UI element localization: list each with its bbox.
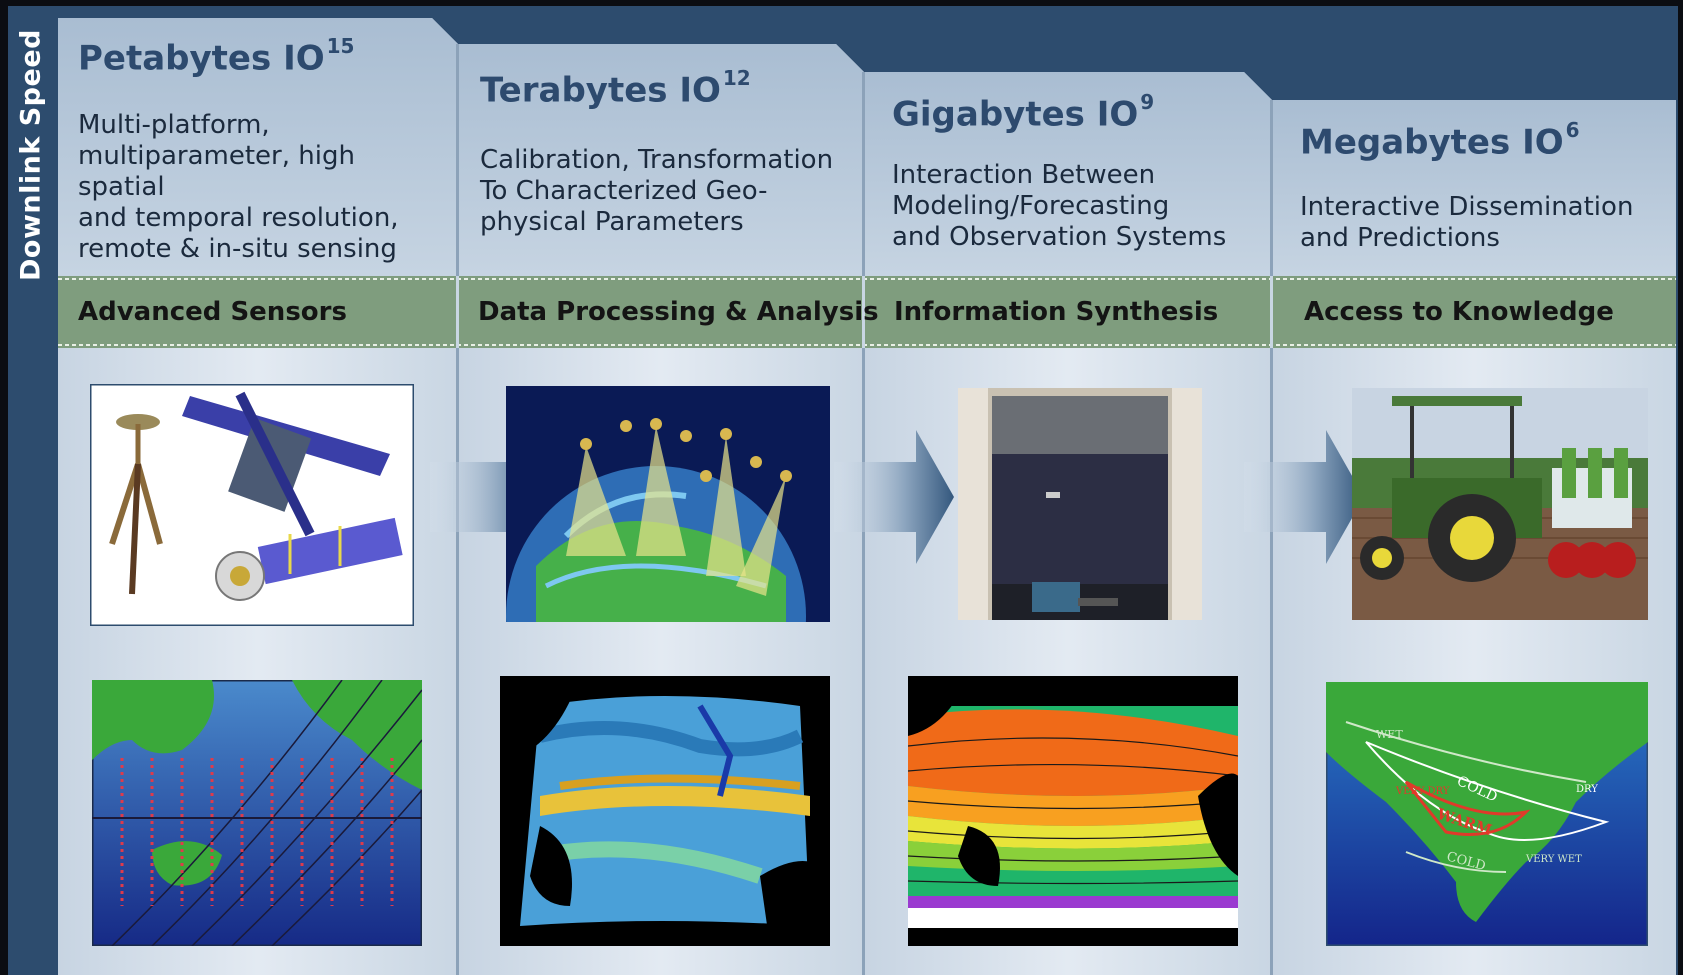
ocean-data-map: [500, 676, 830, 946]
map-label-wet: WET: [1376, 728, 1403, 741]
supercomputer-image: [958, 388, 1202, 620]
stage-exponent: 9: [1140, 90, 1155, 114]
satellite-constellation-image: [506, 386, 830, 622]
climate-forecast-map: COLD WARM COLD WET VERY DRY DRY VERY WET: [1326, 682, 1648, 946]
stage-description: Interactive Dissemination and Prediction…: [1300, 192, 1634, 253]
band-label-data-processing: Data Processing & Analysis: [478, 297, 879, 327]
stage-description: Calibration, Transformation To Character…: [480, 145, 834, 237]
temperature-model-map: [908, 676, 1238, 946]
stage-exponent: 12: [722, 66, 751, 90]
downlink-speed-label: Downlink Speed: [8, 29, 54, 281]
band-label-access-to-knowledge: Access to Knowledge: [1304, 297, 1614, 327]
stage-band: [58, 276, 1676, 348]
map-label-very-dry: VERY DRY: [1395, 786, 1450, 797]
flow-arrow-3: [1244, 430, 1364, 564]
stage-exponent: 6: [1565, 118, 1580, 142]
stage-title: Petabytes IO 15: [78, 34, 355, 79]
flow-arrow-2: [834, 430, 954, 564]
stage-title: Gigabytes IO 9: [892, 90, 1155, 135]
sensors-image: [90, 384, 414, 626]
band-label-advanced-sensors: Advanced Sensors: [78, 297, 347, 327]
stage-description: Multi-platform, multiparameter, high spa…: [78, 110, 399, 264]
tractor-field-image: [1352, 388, 1648, 620]
stage-description: Interaction Between Modeling/Forecasting…: [892, 160, 1227, 252]
stage-exponent: 15: [326, 34, 355, 58]
stage-title: Terabytes IO 12: [480, 66, 751, 111]
map-label-very-wet: VERY WET: [1525, 854, 1582, 865]
downlink-speed-text: Downlink Speed: [15, 29, 47, 281]
map-label-dry: DRY: [1576, 784, 1598, 795]
stage-title: Megabytes IO 6: [1300, 118, 1580, 163]
band-label-information-synthesis: Information Synthesis: [894, 297, 1219, 327]
orbit-tracks-map: [92, 680, 422, 946]
